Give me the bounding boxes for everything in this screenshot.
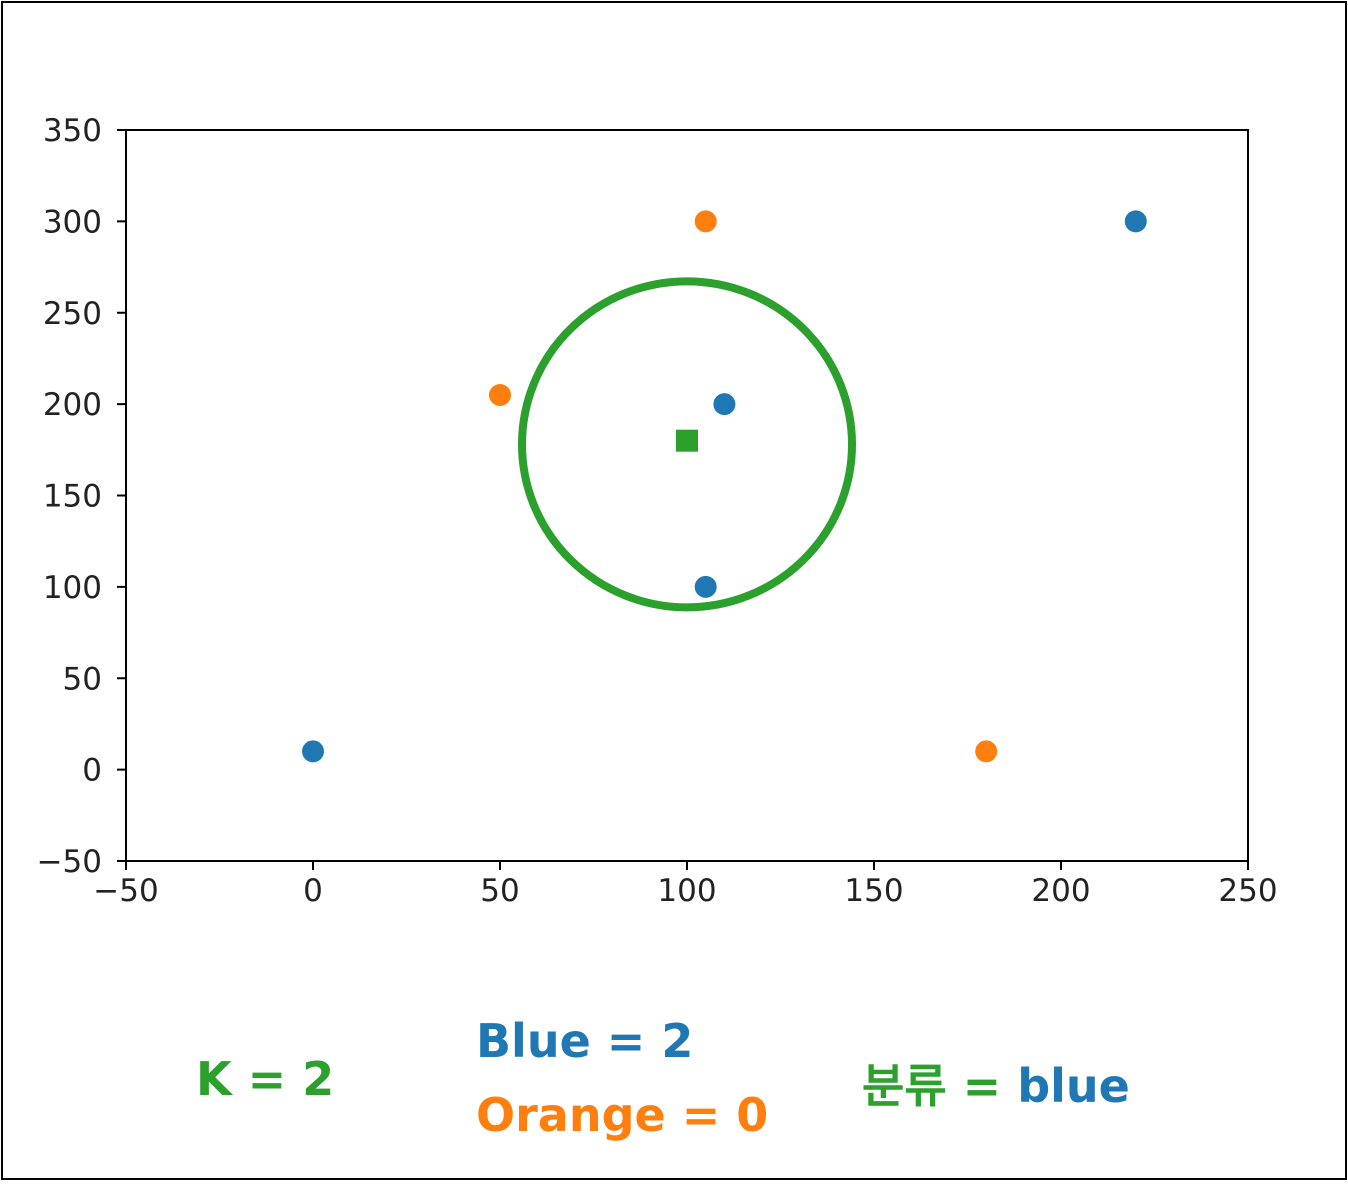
orange-count-note: Orange = 0 [476, 1088, 769, 1142]
y-tick-label: 200 [43, 387, 102, 423]
data-point [489, 383, 511, 406]
x-tick-label: 200 [1031, 873, 1090, 909]
plot-area-border [125, 129, 1249, 862]
x-tick-label: 100 [657, 873, 716, 909]
y-tick-label: 0 [82, 753, 102, 789]
data-point [975, 740, 998, 763]
x-tick-label: 250 [1218, 873, 1277, 909]
y-tick-label: 50 [63, 661, 102, 697]
x-tick-label: 0 [303, 873, 323, 909]
data-point [713, 393, 736, 416]
y-tick-label: 350 [43, 113, 102, 149]
data-point [694, 210, 717, 233]
y-tick-label: 300 [43, 204, 102, 240]
k-value-note: K = 2 [196, 1052, 335, 1106]
x-tick-label: −50 [93, 873, 158, 909]
data-point [694, 575, 717, 598]
blue-count-note: Blue = 2 [476, 1014, 694, 1068]
query-point [676, 429, 698, 452]
y-tick-label: 100 [43, 570, 102, 606]
data-point [1124, 210, 1147, 233]
chart-ticks: −50 0 50 100 150 200 250 −50 0 50 100 150 200 250 300 3… [37, 113, 1278, 909]
classification-value: blue [1017, 1059, 1130, 1113]
neighborhood-circle [518, 277, 856, 612]
chart-marks [302, 210, 1147, 763]
y-tick-label: 150 [43, 479, 102, 515]
y-tick-label: 250 [43, 296, 102, 332]
data-point [302, 740, 324, 763]
x-tick-label: 50 [480, 873, 519, 909]
x-tick-label: 150 [844, 873, 903, 909]
classification-note: 분류 = blue [862, 1050, 1130, 1116]
classification-label: 분류 = [862, 1059, 1002, 1113]
y-tick-label: −50 [37, 844, 102, 880]
